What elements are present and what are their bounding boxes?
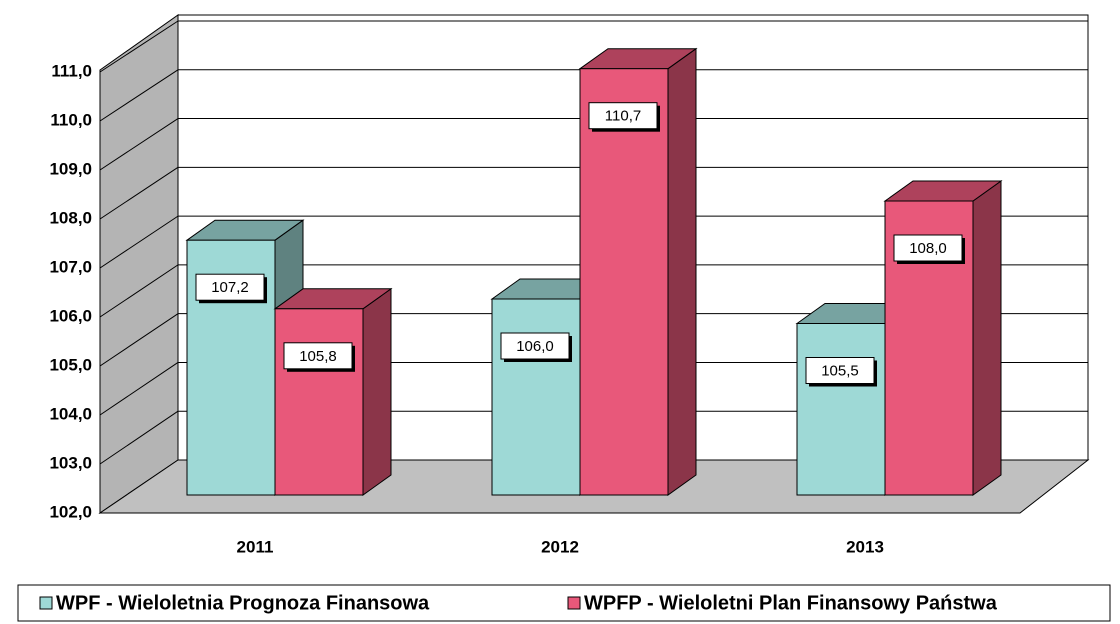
legend-swatch bbox=[39, 596, 53, 610]
bar bbox=[274, 308, 364, 496]
data-label: 105,8 bbox=[299, 348, 337, 365]
grid-line bbox=[99, 20, 179, 73]
grid-line bbox=[99, 118, 179, 171]
y-tick-label: 104,0 bbox=[49, 404, 92, 423]
bar bbox=[579, 68, 669, 496]
grid-line bbox=[99, 264, 179, 318]
bar bbox=[796, 323, 886, 496]
y-tick-label: 110,0 bbox=[50, 110, 92, 129]
y-tick-label: 102,0 bbox=[49, 502, 92, 521]
grid-line bbox=[99, 362, 179, 416]
data-label: 106,0 bbox=[516, 338, 554, 355]
left-wall bbox=[99, 14, 179, 514]
grid-line bbox=[99, 410, 179, 465]
grid-line bbox=[99, 69, 179, 122]
bar-side bbox=[667, 47, 697, 496]
grid-line bbox=[99, 166, 179, 220]
label-box bbox=[588, 102, 658, 130]
label-box bbox=[500, 332, 570, 360]
data-label: 108,0 bbox=[909, 240, 947, 257]
legend bbox=[17, 584, 1111, 622]
data-label: 107,2 bbox=[211, 279, 249, 296]
data-label: 110,7 bbox=[605, 108, 641, 125]
bar-side bbox=[362, 287, 392, 496]
y-tick-label: 106,0 bbox=[49, 306, 92, 325]
y-tick-label: 107,0 bbox=[49, 257, 92, 276]
x-tick-label: 2012 bbox=[541, 537, 579, 556]
legend-label: WPF - Wieloletnia Prognoza Finansowa bbox=[56, 592, 430, 614]
data-label: 105,5 bbox=[821, 362, 859, 379]
bar bbox=[491, 298, 581, 496]
y-tick-label: 105,0 bbox=[49, 355, 92, 374]
y-tick-label: 109,0 bbox=[49, 159, 92, 178]
label-box bbox=[893, 234, 963, 262]
bar-side bbox=[972, 180, 1002, 496]
x-tick-label: 2013 bbox=[846, 537, 884, 556]
grid-line bbox=[99, 215, 179, 269]
legend-label: WPFP - Wieloletni Plan Finansowy Państwa bbox=[584, 592, 998, 614]
y-tick-label: 111,0 bbox=[51, 61, 92, 80]
y-tick-label: 103,0 bbox=[49, 453, 92, 472]
label-box bbox=[805, 357, 875, 384]
label-box bbox=[283, 342, 353, 370]
x-tick-label: 2011 bbox=[237, 537, 274, 556]
y-tick-label: 108,0 bbox=[49, 208, 92, 227]
grid-line bbox=[99, 313, 179, 367]
legend-swatch bbox=[567, 596, 581, 610]
label-box bbox=[195, 273, 265, 301]
